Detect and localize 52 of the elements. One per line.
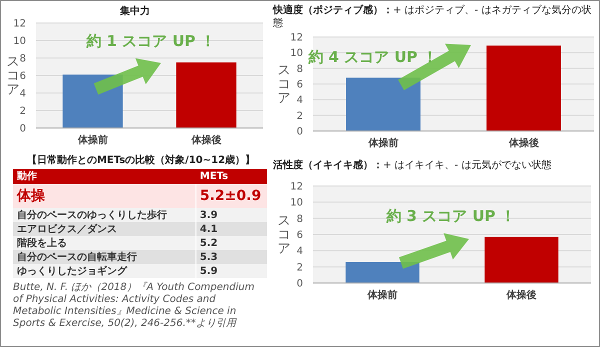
category-label: 体操 xyxy=(17,188,45,204)
text: 動作 xyxy=(17,170,37,183)
y-tick-label: 0 xyxy=(296,278,303,290)
y-tick-label: 4 xyxy=(296,246,303,258)
y-tick-label: 8 xyxy=(20,54,26,64)
y-tick-label: 0 xyxy=(20,124,26,134)
y-tick-label: 2 xyxy=(20,106,26,117)
text: 5.9 xyxy=(200,266,218,277)
category-label: ゆっくりしたジョギング xyxy=(17,265,127,278)
y-tick-label: 6 xyxy=(296,80,303,90)
text: METs xyxy=(200,170,228,183)
y-tick-label: 2 xyxy=(296,262,303,274)
y-axis-title: スコア xyxy=(6,54,20,98)
text: 5.2±0.9 xyxy=(200,188,262,204)
text: 3.9 xyxy=(200,210,218,221)
annotation: 約 4 スコア UP ！ xyxy=(308,48,438,66)
chart-title: 快適度（ポジティブ感）：+ はポジティブ、- はネガティブな気分の状態 xyxy=(273,5,592,29)
x-tick-label: 体操後 xyxy=(190,134,222,147)
text: 【日常動作とのMETsの比較（対象/10~12歳）】 xyxy=(26,155,256,166)
y-axis-title: スコア xyxy=(278,63,290,106)
x-tick-label: 体操前 xyxy=(367,137,400,150)
y-axis-title: スコア xyxy=(278,214,290,256)
text: 5.2 xyxy=(200,238,218,249)
annotation: 約 3 スコア UP ！ xyxy=(385,207,517,225)
x-tick-label: 体操前 xyxy=(76,134,109,147)
x-tick-label: 体操後 xyxy=(508,137,540,150)
chart-title: 活性度（イキイキ感）：+ はイキイキ、- は元気がでない状態 xyxy=(273,159,552,172)
category-label: 自分のペースのゆっくりした歩行 xyxy=(17,209,167,222)
y-tick-label: 2 xyxy=(296,110,303,122)
y-tick-label: 0 xyxy=(296,126,303,138)
y-tick-label: 4 xyxy=(296,95,303,106)
chart-title: 集中力 xyxy=(119,5,151,18)
y-tick-label: 12 xyxy=(290,182,303,192)
y-tick-label: 10 xyxy=(290,198,303,209)
category-label: 自分のペースの自転車走行 xyxy=(17,251,137,264)
text: 5.3 xyxy=(200,252,218,263)
text: Butte, N. F. ほか（2018）『A Youth Compendium of Physical Activities: Activity Codes and Metabolic Intensities』Medicine & Science in Sports & Exercise, 50(2), 246-256.**より引用 xyxy=(13,282,256,330)
x-tick-label: 体操前 xyxy=(366,289,398,302)
text: 4.1 xyxy=(200,224,218,235)
y-tick-label: 8 xyxy=(296,214,303,225)
category-label: エアロビクス／ダンス xyxy=(17,223,117,236)
x-tick-label: 体操後 xyxy=(505,289,538,302)
y-tick-label: 10 xyxy=(13,36,26,47)
category-label: 階段を上る xyxy=(17,237,67,250)
y-tick-label: 4 xyxy=(20,88,26,100)
y-tick-label: 12 xyxy=(290,32,303,44)
y-tick-label: 10 xyxy=(290,48,303,60)
y-tick-label: 6 xyxy=(20,71,26,82)
annotation: 約 1 スコア UP ！ xyxy=(85,32,217,50)
y-tick-label: 12 xyxy=(13,18,26,30)
y-tick-label: 8 xyxy=(296,64,303,75)
y-tick-label: 6 xyxy=(296,230,303,241)
